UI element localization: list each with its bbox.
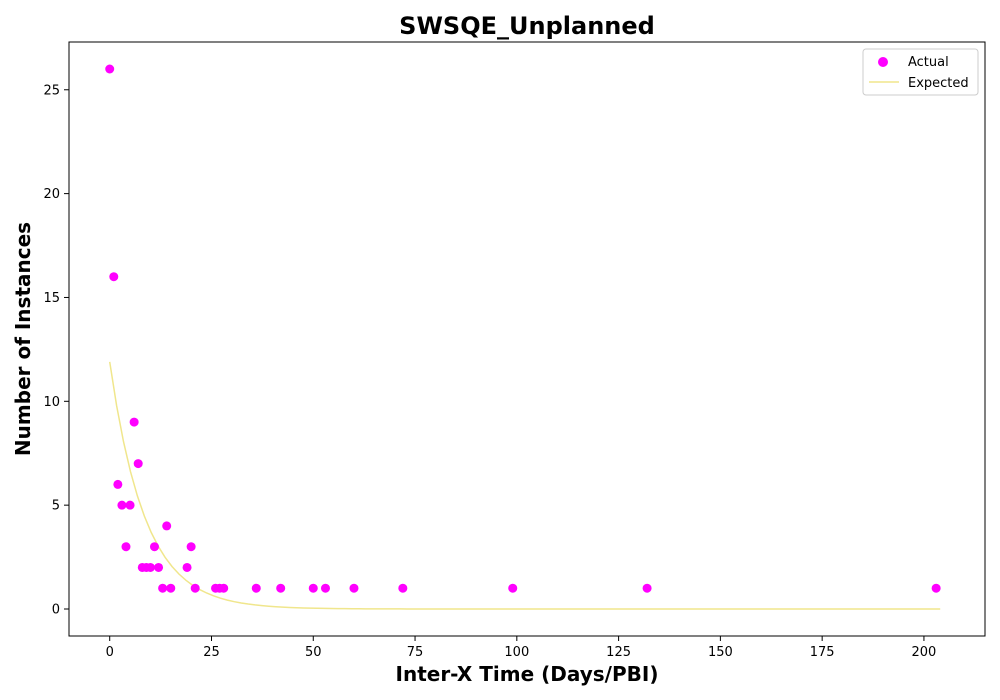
actual-point (931, 583, 941, 593)
actual-point (320, 583, 330, 593)
x-tick-label: 0 (106, 645, 114, 660)
axes: 0 25 50 75 100 125 150 175 200 0 5 10 15 20 25 (43, 83, 936, 660)
actual-point (190, 583, 200, 593)
legend: Actual Expected (862, 48, 979, 96)
expected-curve (108, 361, 941, 610)
x-tick-label: 150 (708, 645, 733, 660)
actual-point (166, 583, 176, 593)
actual-point (219, 583, 229, 593)
x-tick-label: 50 (305, 645, 322, 660)
actual-point (129, 417, 139, 427)
actual-point (125, 500, 135, 510)
plot-frame (68, 41, 986, 637)
actual-point (133, 459, 143, 469)
actual-point (398, 583, 408, 593)
actual-point (145, 562, 155, 572)
y-tick-label: 20 (43, 187, 60, 202)
chart-title: SWSQE_Unplanned (399, 12, 655, 40)
actual-point (158, 583, 168, 593)
actual-point (186, 542, 196, 552)
legend-expected-label: Expected (908, 76, 969, 91)
x-tick-label: 25 (203, 645, 220, 660)
x-tick-label: 75 (407, 645, 424, 660)
x-tick-label: 175 (810, 645, 835, 660)
actual-point (113, 479, 123, 489)
actual-point (149, 542, 159, 552)
actual-point (251, 583, 261, 593)
y-tick-label: 5 (52, 499, 60, 514)
y-axis-label: Number of Instances (11, 222, 35, 456)
y-tick-label: 25 (43, 83, 60, 98)
actual-point (508, 583, 518, 593)
actual-point (276, 583, 286, 593)
actual-point (154, 562, 164, 572)
legend-actual-marker (878, 57, 888, 67)
plot-area (105, 64, 941, 610)
actual-point (109, 272, 119, 282)
actual-point (162, 521, 172, 531)
actual-point (349, 583, 359, 593)
x-axis-label: Inter-X Time (Days/PBI) (396, 662, 659, 686)
actual-point (308, 583, 318, 593)
y-tick-label: 15 (43, 291, 60, 306)
actual-point (182, 562, 192, 572)
actual-point (117, 500, 127, 510)
x-tick-label: 200 (912, 645, 937, 660)
y-tick-label: 0 (52, 603, 60, 618)
y-tick-label: 10 (43, 395, 60, 410)
actual-point (642, 583, 652, 593)
legend-actual-label: Actual (908, 55, 949, 70)
actual-point (121, 542, 131, 552)
x-tick-label: 100 (504, 645, 529, 660)
actual-point (105, 64, 115, 74)
legend-box (862, 48, 979, 96)
x-tick-label: 125 (606, 645, 631, 660)
